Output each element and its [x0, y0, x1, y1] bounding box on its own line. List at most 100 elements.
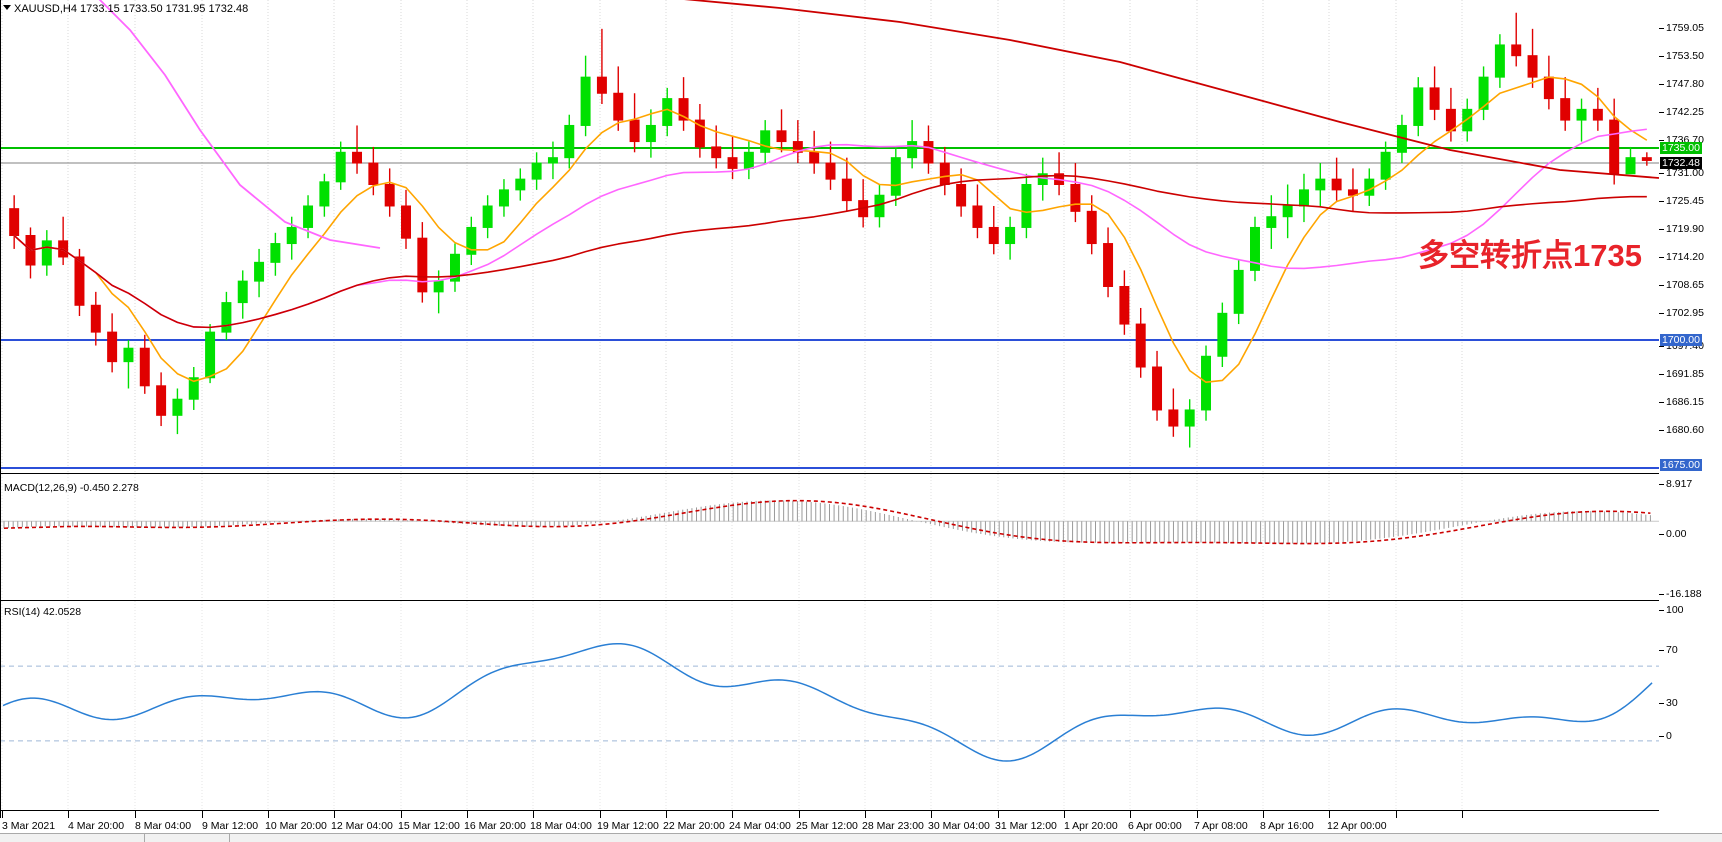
price-tick: [1659, 402, 1664, 403]
time-tick: [931, 811, 932, 818]
rsi-header: RSI(14) 42.0528: [4, 606, 82, 618]
time-tick: [334, 811, 335, 818]
time-tick-label: 15 Mar 12:00: [398, 820, 460, 832]
time-tick: [1064, 811, 1065, 818]
indicator-tick: [1659, 594, 1664, 595]
rsi-chart-svg: [0, 601, 1659, 810]
price-tick: [1659, 84, 1664, 85]
price-tick: [1659, 313, 1664, 314]
time-tick-label: 16 Mar 20:00: [464, 820, 526, 832]
price-tick: [1659, 374, 1664, 375]
price-tick-label: 1759.05: [1666, 22, 1704, 34]
time-tick: [401, 811, 402, 818]
time-tick-label: 22 Mar 20:00: [663, 820, 725, 832]
price-tick: [1659, 173, 1664, 174]
price-tick-label: 1736.70: [1666, 134, 1704, 146]
time-tick-label: 8 Apr 16:00: [1260, 820, 1314, 832]
macd-panel[interactable]: [0, 474, 1659, 599]
time-tick: [1130, 811, 1131, 818]
ma-medium-extension: [98, 0, 381, 249]
price-tick: [1659, 112, 1664, 113]
time-tick: [467, 811, 468, 818]
indicator-tick-label: -16.188: [1666, 588, 1702, 600]
time-tick-label: 31 Mar 12:00: [995, 820, 1057, 832]
price-tick-label: 1747.80: [1666, 78, 1704, 90]
price-level-badge[interactable]: 1675.00: [1660, 459, 1702, 471]
time-tick-label: 9 Mar 12:00: [202, 820, 259, 832]
time-tick-label: 30 Mar 04:00: [928, 820, 990, 832]
time-tick-label: 4 Mar 20:00: [68, 820, 125, 832]
time-tick-label: 12 Apr 00:00: [1327, 820, 1387, 832]
time-tick-label: 3 Mar 2021: [2, 820, 56, 832]
price-tick-label: 1742.25: [1666, 106, 1704, 118]
time-tick-label: 24 Mar 04:00: [729, 820, 791, 832]
macd-panel-divider: [0, 473, 1659, 474]
bottom-status-bar[interactable]: [0, 833, 1722, 842]
price-scale[interactable]: 1759.05 1753.50 1747.80 1742.25 1736.70 1731.…: [1659, 0, 1722, 818]
rsi-panel-divider: [0, 600, 1659, 601]
price-tick: [1659, 201, 1664, 202]
macd-header: MACD(12,26,9) -0.450 2.278: [4, 482, 139, 494]
chart-annotation: 多空转折点1735: [1418, 238, 1642, 273]
time-tick: [533, 811, 534, 818]
bottom-cell-3[interactable]: [230, 833, 1722, 842]
indicator-tick-label: 100: [1666, 604, 1684, 616]
price-tick: [1659, 28, 1664, 29]
time-tick-label: 6 Apr 00:00: [1128, 820, 1182, 832]
time-tick: [1263, 811, 1264, 818]
bottom-cell-1[interactable]: [0, 833, 145, 842]
price-tick: [1659, 285, 1664, 286]
time-tick-label: 12 Mar 04:00: [331, 820, 393, 832]
price-level-badge[interactable]: 1735.00: [1660, 142, 1702, 154]
indicator-tick: [1659, 534, 1664, 535]
time-tick-label: 1 Apr 20:00: [1064, 820, 1118, 832]
bottom-cell-2[interactable]: [145, 833, 230, 842]
indicator-tick: [1659, 610, 1664, 611]
price-tick-label: 1725.45: [1666, 195, 1704, 207]
time-tick-label: 25 Mar 12:00: [796, 820, 858, 832]
indicator-tick-label: 70: [1666, 644, 1678, 656]
price-tick-label: 1686.15: [1666, 396, 1704, 408]
indicator-tick: [1659, 703, 1664, 704]
ma-slow-extension: [684, 0, 1660, 179]
time-tick: [732, 811, 733, 818]
time-tick: [998, 811, 999, 818]
time-tick: [268, 811, 269, 818]
time-tick: [865, 811, 866, 818]
price-tick: [1659, 140, 1664, 141]
indicator-tick: [1659, 484, 1664, 485]
price-tick-label: 1714.20: [1666, 251, 1704, 263]
price-panel[interactable]: [0, 0, 1660, 473]
rsi-line: [2, 642, 1653, 762]
indicator-tick: [1659, 650, 1664, 651]
price-level-badge[interactable]: 1700.00: [1660, 334, 1702, 346]
time-tick-label: 19 Mar 12:00: [597, 820, 659, 832]
time-axis-line: [0, 810, 1659, 811]
price-tick: [1659, 430, 1664, 431]
time-tick-label: 28 Mar 23:00: [862, 820, 924, 832]
triangle-down-icon[interactable]: [3, 5, 11, 10]
price-tick-label: 1697.40: [1666, 340, 1704, 352]
price-tick: [1659, 257, 1664, 258]
time-tick: [68, 811, 69, 818]
time-tick: [600, 811, 601, 818]
ma-fast: [13, 76, 1648, 384]
macd-chart-svg: [0, 474, 1659, 599]
time-tick: [1396, 811, 1397, 818]
time-tick: [202, 811, 203, 818]
ma-slow: [13, 174, 1647, 329]
rsi-panel[interactable]: [0, 601, 1659, 810]
time-tick-label: 10 Mar 20:00: [265, 820, 327, 832]
price-tick-label: 1719.90: [1666, 223, 1704, 235]
price-tick-label: 1753.50: [1666, 50, 1704, 62]
time-tick: [2, 811, 3, 818]
time-tick-label: 18 Mar 04:00: [530, 820, 592, 832]
time-tick: [1197, 811, 1198, 818]
price-tick: [1659, 56, 1664, 57]
time-tick: [1462, 811, 1463, 818]
macd-signal-line: [3, 499, 1651, 545]
price-tick: [1659, 346, 1664, 347]
symbol-header: XAUUSD,H4 1733.15 1733.50 1731.95 1732.4…: [14, 3, 249, 15]
price-level-badge[interactable]: 1732.48: [1660, 157, 1702, 169]
